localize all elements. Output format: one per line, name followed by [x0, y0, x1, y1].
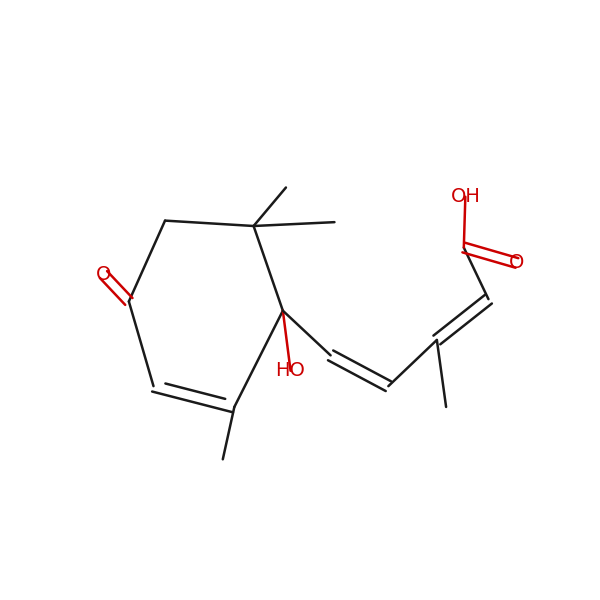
- Text: HO: HO: [275, 361, 305, 380]
- Text: O: O: [509, 253, 524, 272]
- Text: OH: OH: [451, 187, 480, 206]
- Text: O: O: [96, 265, 111, 284]
